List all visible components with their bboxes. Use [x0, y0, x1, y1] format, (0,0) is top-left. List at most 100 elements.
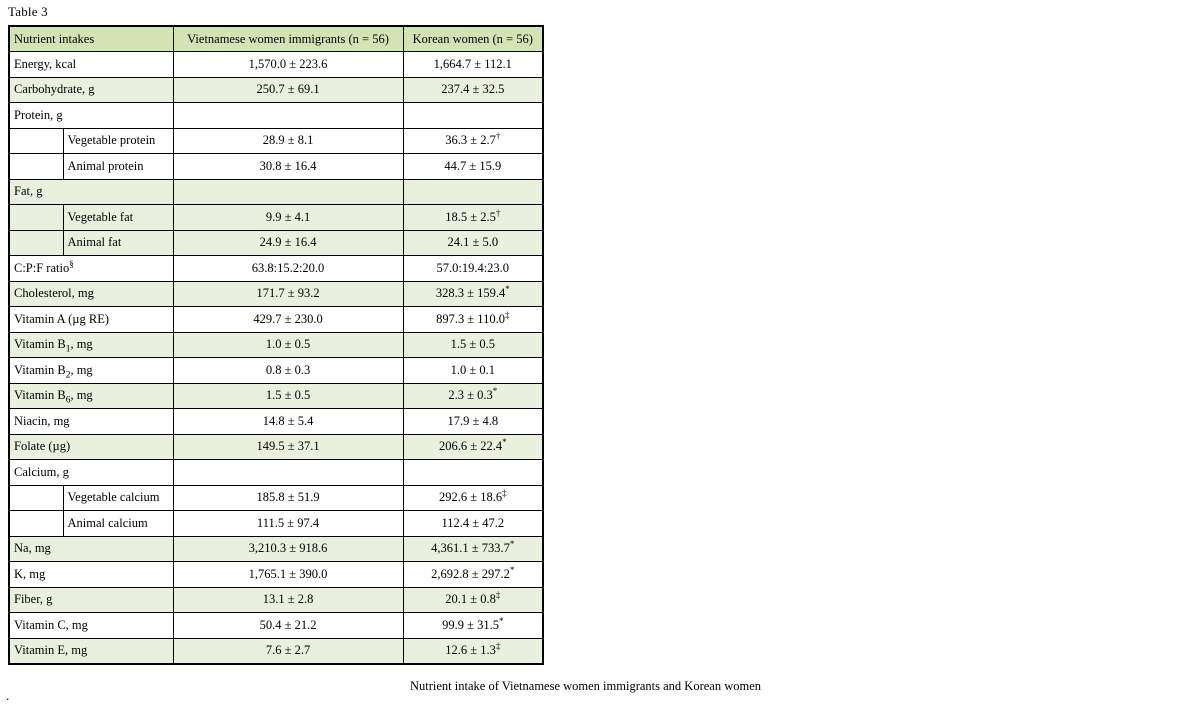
cell-korean-value-text: 18.5 ± 2.5: [445, 209, 496, 224]
cell-korean-value-text: 12.6 ± 1.3: [445, 643, 496, 657]
row-indent-cell: [8, 153, 64, 180]
cell-vietnamese-value: 1,570.0 ± 223.6: [172, 51, 404, 78]
cell-vietnamese-value: 250.7 ± 69.1: [172, 76, 404, 103]
cell-vietnamese-value: 9.9 ± 4.1: [172, 204, 404, 231]
cell-vietnamese-value: [172, 178, 404, 205]
table-row: Vitamin B1, mg 1.0 ± 0.5 1.5 ± 0.5: [8, 331, 544, 358]
cell-korean-value: 99.9 ± 31.5*: [402, 612, 544, 639]
nutrient-table-container: Nutrient intakes Vietnamese women immigr…: [8, 25, 545, 665]
row-label-sub: Vegetable fat: [62, 204, 174, 231]
row-label-text: C:P:F ratio: [14, 260, 70, 275]
cell-vietnamese-value: [172, 459, 404, 486]
cell-footnote-mark: †: [495, 207, 501, 218]
table-row: Vitamin A (µg RE) 429.7 ± 230.0 897.3 ± 11…: [8, 306, 544, 333]
cell-korean-value: 237.4 ± 32.5: [402, 76, 544, 103]
table-row: Vegetable fat 9.9 ± 4.1 18.5 ± 2.5†: [8, 204, 544, 231]
row-label: Energy, kcal: [8, 51, 174, 78]
row-label: Protein, g: [8, 102, 174, 129]
row-indent-cell: [8, 127, 64, 154]
cell-korean-value: [402, 102, 544, 129]
table-row: Folate (µg) 149.5 ± 37.1 206.6 ± 22.4*: [8, 433, 544, 460]
row-indent-cell: [8, 510, 64, 537]
cell-korean-value-text: 4,361.1 ± 733.7: [431, 541, 510, 556]
row-label: Cholesterol, mg: [8, 280, 174, 307]
cell-footnote-mark: *: [509, 564, 515, 575]
cell-footnote-mark: *: [509, 539, 515, 550]
cell-korean-value: 2,692.8 ± 297.2*: [402, 561, 544, 588]
cell-korean-value: 36.3 ± 2.7†: [402, 127, 544, 154]
cell-korean-value: 2.3 ± 0.3*: [402, 382, 544, 409]
cell-korean-value-text: 99.9 ± 31.5: [442, 617, 499, 632]
row-label: Fat, g: [8, 178, 174, 205]
cell-vietnamese-value: 149.5 ± 37.1: [172, 433, 404, 460]
cell-vietnamese-value: 14.8 ± 5.4: [172, 408, 404, 435]
table-row: Animal fat 24.9 ± 16.4 24.1 ± 5.0: [8, 229, 544, 256]
table-row: Cholesterol, mg 171.7 ± 93.2 328.3 ± 159.4…: [8, 280, 544, 307]
cell-footnote-mark: *: [498, 615, 504, 626]
cell-korean-value: [402, 459, 544, 486]
cell-vietnamese-value: 0.8 ± 0.3: [172, 357, 404, 384]
row-indent-cell: [8, 229, 64, 256]
row-indent-cell: [8, 204, 64, 231]
cell-korean-value-text: 36.3 ± 2.7: [445, 133, 496, 148]
table-row: Vitamin E, mg 7.6 ± 2.7 12.6 ± 1.3‡: [8, 637, 544, 664]
cell-vietnamese-value: 171.7 ± 93.2: [172, 280, 404, 307]
cell-korean-value: 20.1 ± 0.8‡: [402, 586, 544, 613]
cell-footnote-mark: ‡: [495, 590, 501, 601]
cell-vietnamese-value: 24.9 ± 16.4: [172, 229, 404, 256]
table-row: Protein, g: [8, 102, 544, 129]
cell-vietnamese-value: 50.4 ± 21.2: [172, 612, 404, 639]
cell-vietnamese-value: 1,765.1 ± 390.0: [172, 561, 404, 588]
cell-footnote-mark: *: [492, 386, 498, 397]
table-row: Fiber, g 13.1 ± 2.8 20.1 ± 0.8‡: [8, 586, 544, 613]
row-label-unit: , mg: [70, 388, 93, 403]
row-label-sub: Animal protein: [62, 153, 174, 180]
row-label-footnote-mark: §: [69, 258, 74, 269]
cell-korean-value: 1,664.7 ± 112.1: [402, 51, 544, 78]
row-label: Folate (µg): [8, 433, 174, 460]
cell-korean-value-text: 206.6 ± 22.4: [438, 439, 503, 454]
table-row: Vegetable calcium 185.8 ± 51.9 292.6 ± 18.…: [8, 484, 544, 511]
cell-footnote-mark: ‡: [495, 640, 501, 651]
cell-korean-value: 18.5 ± 2.5†: [402, 204, 544, 231]
cell-vietnamese-value: 185.8 ± 51.9: [172, 484, 404, 511]
table-row: C:P:F ratio§ 63.8:15.2:20.0 57.0:19.4:23.0: [8, 255, 544, 282]
table-row: Vitamin C, mg 50.4 ± 21.2 99.9 ± 31.5*: [8, 612, 544, 639]
cell-vietnamese-value: 63.8:15.2:20.0: [172, 255, 404, 282]
cell-vietnamese-value: 1.0 ± 0.5: [172, 331, 404, 358]
row-label: Vitamin B6, mg: [8, 382, 174, 409]
cell-korean-value: 24.1 ± 5.0: [402, 229, 544, 256]
table-row: Calcium, g: [8, 459, 544, 486]
table-row: Vegetable protein 28.9 ± 8.1 36.3 ± 2.7†: [8, 127, 544, 154]
row-label: Fiber, g: [8, 586, 174, 613]
table-row: Vitamin B2, mg 0.8 ± 0.3 1.0 ± 0.1: [8, 357, 544, 384]
cell-korean-value: 897.3 ± 110.0‡: [402, 306, 544, 333]
footer-dot-mark: .: [6, 688, 10, 703]
cell-korean-value: 328.3 ± 159.4*: [402, 280, 544, 307]
cell-vietnamese-value: 111.5 ± 97.4: [172, 510, 404, 537]
cell-korean-value-text: 20.1 ± 0.8: [445, 592, 496, 607]
cell-vietnamese-value: 13.1 ± 2.8: [172, 586, 404, 613]
cell-korean-value-text: 292.6 ± 18.6: [438, 490, 503, 505]
row-label-text: Vitamin B: [14, 337, 66, 352]
cell-korean-value: 112.4 ± 47.2: [402, 510, 544, 537]
row-label-subscript: 6: [65, 395, 71, 406]
cell-vietnamese-value: 429.7 ± 230.0: [172, 306, 404, 333]
row-label: Vitamin B1, mg: [8, 331, 174, 358]
row-label-subscript: 2: [65, 370, 71, 381]
cell-korean-value-text: 2.3 ± 0.3: [448, 388, 493, 403]
cell-korean-value: 1.0 ± 0.1: [402, 357, 544, 384]
cell-footnote-mark: *: [502, 437, 507, 448]
row-label-unit: , mg: [70, 362, 93, 377]
table-row: Vitamin B6, mg 1.5 ± 0.5 2.3 ± 0.3*: [8, 382, 544, 409]
table-row: Niacin, mg 14.8 ± 5.4 17.9 ± 4.8: [8, 408, 544, 435]
cell-korean-value: 17.9 ± 4.8: [402, 408, 544, 435]
cell-korean-value: 1.5 ± 0.5: [402, 331, 544, 358]
column-header-vietnamese-women: Vietnamese women immigrants (n = 56): [172, 25, 404, 52]
row-label: Calcium, g: [8, 459, 174, 486]
table-row: Carbohydrate, g 250.7 ± 69.1 237.4 ± 32.5: [8, 76, 544, 103]
cell-korean-value: 12.6 ± 1.3‡: [402, 637, 544, 664]
cell-vietnamese-value: 1.5 ± 0.5: [172, 382, 404, 409]
table-row: Na, mg 3,210.3 ± 918.6 4,361.1 ± 733.7*: [8, 535, 544, 562]
row-label-subscript: 1: [65, 344, 71, 355]
